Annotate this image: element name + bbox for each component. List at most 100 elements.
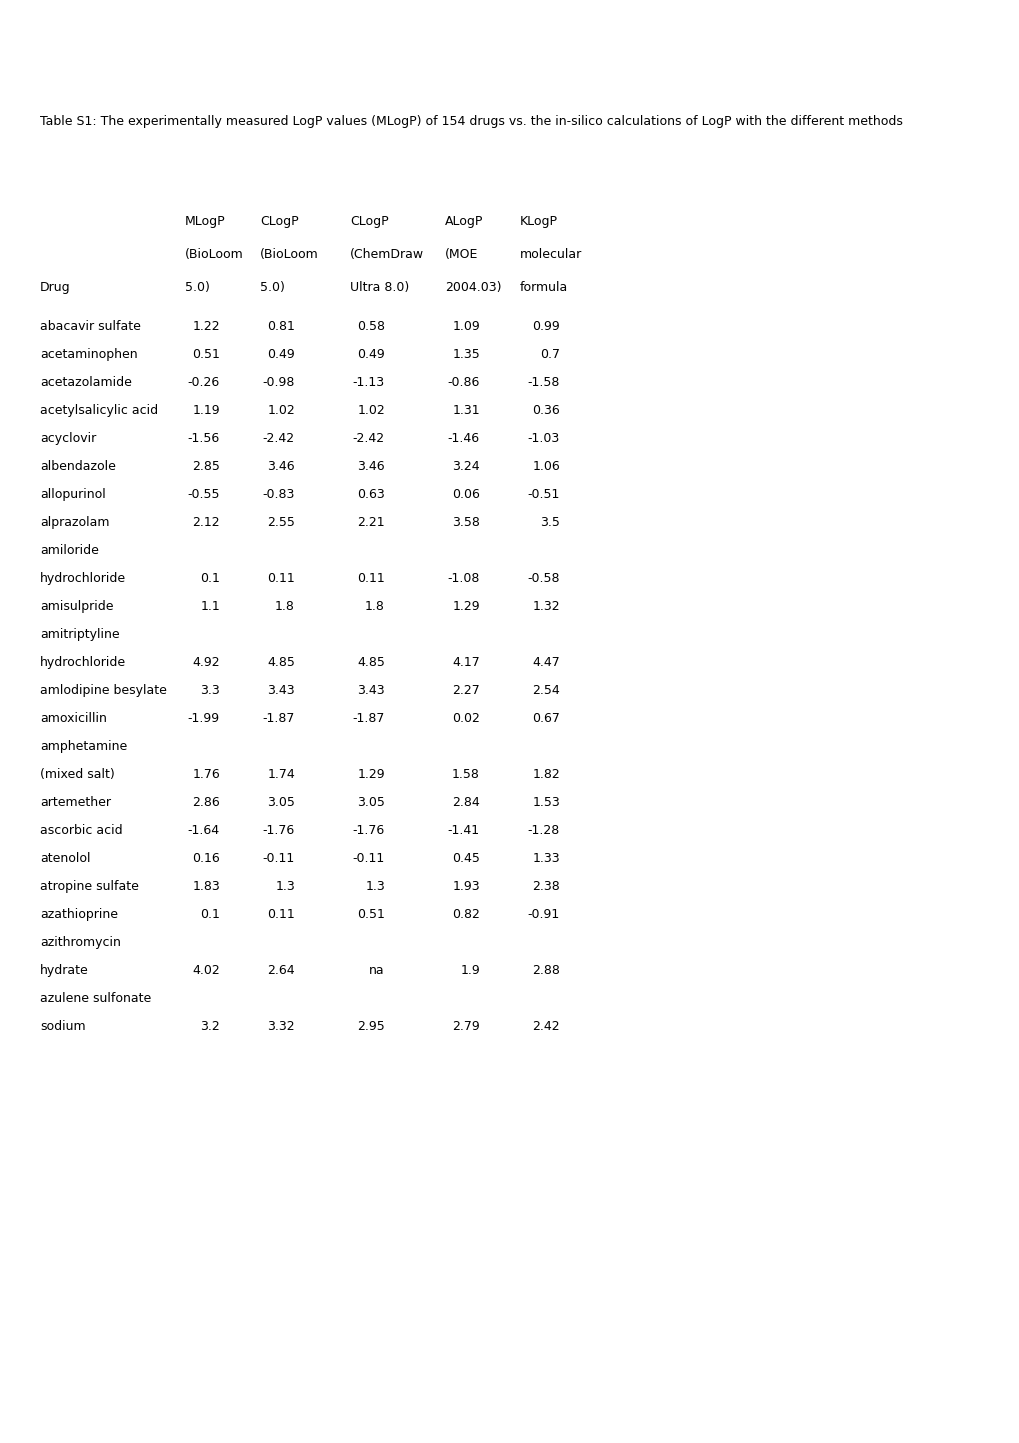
- Text: 1.53: 1.53: [532, 797, 559, 810]
- Text: 1.58: 1.58: [451, 768, 480, 781]
- Text: (BioLoom: (BioLoom: [260, 248, 318, 261]
- Text: abacavir sulfate: abacavir sulfate: [40, 320, 141, 333]
- Text: acetylsalicylic acid: acetylsalicylic acid: [40, 404, 158, 417]
- Text: 1.82: 1.82: [532, 768, 559, 781]
- Text: 0.82: 0.82: [451, 908, 480, 921]
- Text: MLogP: MLogP: [184, 215, 225, 228]
- Text: 0.45: 0.45: [451, 851, 480, 864]
- Text: 3.5: 3.5: [540, 517, 559, 530]
- Text: amiloride: amiloride: [40, 544, 99, 557]
- Text: 0.11: 0.11: [267, 908, 294, 921]
- Text: ALogP: ALogP: [444, 215, 483, 228]
- Text: 4.17: 4.17: [451, 657, 480, 670]
- Text: 0.63: 0.63: [357, 488, 384, 501]
- Text: 2.64: 2.64: [267, 964, 294, 977]
- Text: 4.47: 4.47: [532, 657, 559, 670]
- Text: alprazolam: alprazolam: [40, 517, 109, 530]
- Text: 1.29: 1.29: [452, 600, 480, 613]
- Text: 1.33: 1.33: [532, 851, 559, 864]
- Text: -1.46: -1.46: [447, 431, 480, 444]
- Text: artemether: artemether: [40, 797, 111, 810]
- Text: -1.08: -1.08: [447, 571, 480, 584]
- Text: 3.2: 3.2: [200, 1020, 220, 1033]
- Text: acetaminophen: acetaminophen: [40, 348, 138, 361]
- Text: Drug: Drug: [40, 281, 70, 294]
- Text: -1.13: -1.13: [353, 377, 384, 390]
- Text: -1.87: -1.87: [262, 711, 294, 724]
- Text: 0.67: 0.67: [532, 711, 559, 724]
- Text: acetazolamide: acetazolamide: [40, 377, 131, 390]
- Text: -0.86: -0.86: [447, 377, 480, 390]
- Text: 0.49: 0.49: [267, 348, 294, 361]
- Text: 1.3: 1.3: [365, 880, 384, 893]
- Text: 0.1: 0.1: [200, 908, 220, 921]
- Text: 1.35: 1.35: [451, 348, 480, 361]
- Text: 3.43: 3.43: [267, 684, 294, 697]
- Text: 4.85: 4.85: [357, 657, 384, 670]
- Text: 1.74: 1.74: [267, 768, 294, 781]
- Text: 3.05: 3.05: [267, 797, 294, 810]
- Text: -0.26: -0.26: [187, 377, 220, 390]
- Text: 2.85: 2.85: [192, 460, 220, 473]
- Text: 3.24: 3.24: [452, 460, 480, 473]
- Text: ascorbic acid: ascorbic acid: [40, 824, 122, 837]
- Text: 0.99: 0.99: [532, 320, 559, 333]
- Text: 2.21: 2.21: [357, 517, 384, 530]
- Text: (BioLoom: (BioLoom: [184, 248, 244, 261]
- Text: 0.7: 0.7: [539, 348, 559, 361]
- Text: hydrate: hydrate: [40, 964, 89, 977]
- Text: 3.46: 3.46: [267, 460, 294, 473]
- Text: 2.86: 2.86: [192, 797, 220, 810]
- Text: molecular: molecular: [520, 248, 582, 261]
- Text: amisulpride: amisulpride: [40, 600, 113, 613]
- Text: 3.3: 3.3: [200, 684, 220, 697]
- Text: 1.31: 1.31: [452, 404, 480, 417]
- Text: 1.29: 1.29: [357, 768, 384, 781]
- Text: hydrochloride: hydrochloride: [40, 657, 126, 670]
- Text: 1.06: 1.06: [532, 460, 559, 473]
- Text: -1.87: -1.87: [353, 711, 384, 724]
- Text: (mixed salt): (mixed salt): [40, 768, 115, 781]
- Text: albendazole: albendazole: [40, 460, 116, 473]
- Text: 1.19: 1.19: [193, 404, 220, 417]
- Text: -0.55: -0.55: [187, 488, 220, 501]
- Text: formula: formula: [520, 281, 568, 294]
- Text: atropine sulfate: atropine sulfate: [40, 880, 139, 893]
- Text: (ChemDraw: (ChemDraw: [350, 248, 424, 261]
- Text: CLogP: CLogP: [350, 215, 388, 228]
- Text: 1.3: 1.3: [275, 880, 294, 893]
- Text: acyclovir: acyclovir: [40, 431, 96, 444]
- Text: 1.22: 1.22: [193, 320, 220, 333]
- Text: 0.36: 0.36: [532, 404, 559, 417]
- Text: KLogP: KLogP: [520, 215, 557, 228]
- Text: -1.64: -1.64: [187, 824, 220, 837]
- Text: 1.1: 1.1: [200, 600, 220, 613]
- Text: Table S1: The experimentally measured LogP values (MLogP) of 154 drugs vs. the i: Table S1: The experimentally measured Lo…: [40, 115, 902, 128]
- Text: 1.02: 1.02: [267, 404, 294, 417]
- Text: 0.16: 0.16: [192, 851, 220, 864]
- Text: azithromycin: azithromycin: [40, 937, 121, 949]
- Text: 1.93: 1.93: [452, 880, 480, 893]
- Text: 1.9: 1.9: [460, 964, 480, 977]
- Text: 5.0): 5.0): [260, 281, 284, 294]
- Text: -0.51: -0.51: [527, 488, 559, 501]
- Text: (MOE: (MOE: [444, 248, 478, 261]
- Text: 2.54: 2.54: [532, 684, 559, 697]
- Text: 3.05: 3.05: [357, 797, 384, 810]
- Text: allopurinol: allopurinol: [40, 488, 106, 501]
- Text: -2.42: -2.42: [353, 431, 384, 444]
- Text: atenolol: atenolol: [40, 851, 91, 864]
- Text: -1.03: -1.03: [527, 431, 559, 444]
- Text: 0.1: 0.1: [200, 571, 220, 584]
- Text: 0.11: 0.11: [267, 571, 294, 584]
- Text: 2.38: 2.38: [532, 880, 559, 893]
- Text: 0.81: 0.81: [267, 320, 294, 333]
- Text: -1.41: -1.41: [447, 824, 480, 837]
- Text: -1.76: -1.76: [353, 824, 384, 837]
- Text: 0.58: 0.58: [357, 320, 384, 333]
- Text: 1.32: 1.32: [532, 600, 559, 613]
- Text: 0.11: 0.11: [357, 571, 384, 584]
- Text: 0.06: 0.06: [451, 488, 480, 501]
- Text: -0.11: -0.11: [353, 851, 384, 864]
- Text: 3.43: 3.43: [357, 684, 384, 697]
